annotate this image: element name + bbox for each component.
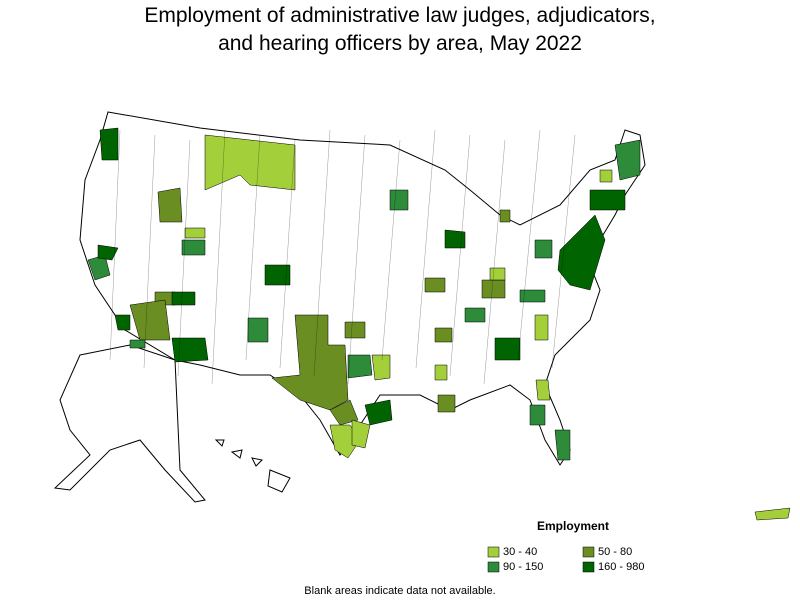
title-line: and hearing officers by area, May 2022 — [218, 32, 582, 55]
map-region — [519, 289, 546, 303]
map-region — [535, 379, 551, 401]
map-region — [589, 189, 626, 211]
border-line — [449, 134, 471, 377]
map-region — [499, 209, 511, 223]
hawaii — [214, 439, 291, 493]
border-line — [483, 139, 506, 385]
border-line — [415, 129, 436, 369]
border-line — [279, 139, 296, 369]
map-region — [434, 364, 448, 381]
map-region — [129, 299, 171, 341]
map-region — [329, 399, 359, 426]
border-line — [313, 129, 331, 377]
alaska — [53, 344, 206, 503]
map-region — [114, 314, 131, 331]
map-region — [529, 404, 546, 426]
footnote: Blank areas indicate data not available. — [304, 585, 495, 597]
map-region — [171, 291, 196, 306]
map-region — [371, 354, 391, 381]
legend-swatch — [582, 546, 595, 558]
legend-title: Employment — [537, 519, 609, 533]
border-line — [551, 134, 576, 369]
map-region — [97, 244, 119, 261]
legend-swatch — [582, 561, 595, 573]
border-line — [517, 129, 541, 361]
border-line — [143, 134, 156, 369]
border-line — [347, 134, 366, 385]
legend: 30 - 40 50 - 80 90 - 150 160 - 980 — [487, 546, 644, 573]
title-line: Employment of administrative law judges,… — [144, 4, 655, 27]
legend-swatch — [487, 561, 500, 573]
map-region — [184, 227, 206, 239]
map-region — [534, 314, 549, 341]
map-region — [494, 337, 521, 361]
map-region — [157, 187, 183, 223]
map-region — [557, 214, 606, 291]
map-region — [364, 399, 393, 426]
map-region — [464, 307, 486, 323]
map-region — [129, 339, 146, 349]
map-region — [481, 279, 506, 299]
map-region — [554, 429, 571, 461]
map-region — [614, 139, 641, 181]
map-region — [424, 277, 446, 293]
legend-label: 90 - 150 — [503, 561, 543, 573]
map-region — [444, 229, 466, 249]
map-region — [204, 134, 296, 191]
map-region — [99, 127, 119, 161]
legend-label: 160 - 980 — [598, 561, 644, 573]
map-region — [599, 169, 613, 183]
map-region — [351, 419, 371, 449]
map-region — [181, 239, 206, 256]
map-region — [534, 239, 553, 259]
map-region — [489, 267, 506, 281]
legend-label: 50 - 80 — [598, 546, 632, 558]
map-region — [389, 189, 409, 211]
legend-swatch — [487, 546, 500, 558]
map-region — [347, 354, 373, 379]
border-line — [177, 139, 191, 377]
map-region — [434, 327, 453, 343]
map — [53, 111, 791, 521]
border-line — [211, 129, 226, 385]
legend-label: 30 - 40 — [503, 546, 537, 558]
map-region — [264, 264, 291, 286]
map-region — [247, 317, 269, 343]
map-region — [344, 321, 366, 339]
map-region — [171, 337, 209, 363]
border-line — [245, 134, 261, 361]
map-region — [271, 314, 349, 411]
border-line — [381, 139, 401, 361]
border-line — [109, 129, 121, 361]
map-region — [754, 507, 791, 521]
map-region — [437, 394, 456, 413]
